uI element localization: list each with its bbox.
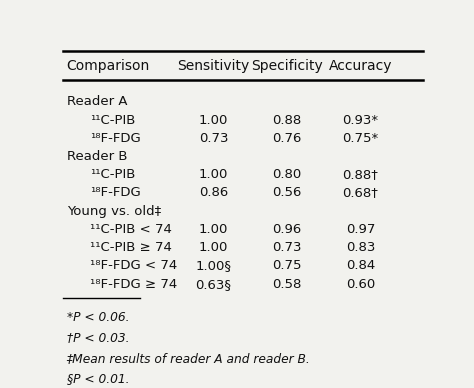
Text: 1.00: 1.00: [199, 168, 228, 181]
Text: 0.56: 0.56: [273, 187, 301, 199]
Text: 0.86: 0.86: [199, 187, 228, 199]
Text: 0.58: 0.58: [273, 277, 301, 291]
Text: Reader A: Reader A: [66, 95, 127, 108]
Text: 0.97: 0.97: [346, 223, 375, 236]
Text: ‡Mean results of reader A and reader B.: ‡Mean results of reader A and reader B.: [66, 352, 310, 365]
Text: ¹⁸F-FDG: ¹⁸F-FDG: [91, 187, 141, 199]
Text: 0.96: 0.96: [273, 223, 301, 236]
Text: 0.88: 0.88: [273, 114, 301, 126]
Text: *P < 0.06.: *P < 0.06.: [66, 311, 129, 324]
Text: Reader B: Reader B: [66, 150, 127, 163]
Text: 1.00: 1.00: [199, 241, 228, 254]
Text: 1.00: 1.00: [199, 223, 228, 236]
Text: †P < 0.03.: †P < 0.03.: [66, 331, 129, 345]
Text: Specificity: Specificity: [251, 59, 323, 73]
Text: §P < 0.01.: §P < 0.01.: [66, 372, 129, 385]
Text: 0.73: 0.73: [199, 132, 228, 145]
Text: 0.73: 0.73: [272, 241, 302, 254]
Text: ¹⁸F-FDG < 74: ¹⁸F-FDG < 74: [91, 259, 178, 272]
Text: 0.75: 0.75: [272, 259, 302, 272]
Text: ¹⁸F-FDG ≥ 74: ¹⁸F-FDG ≥ 74: [91, 277, 178, 291]
Text: ¹¹C-PIB: ¹¹C-PIB: [91, 114, 136, 126]
Text: 0.68†: 0.68†: [343, 187, 378, 199]
Text: 1.00§: 1.00§: [196, 259, 231, 272]
Text: ¹⁸F-FDG: ¹⁸F-FDG: [91, 132, 141, 145]
Text: 1.00: 1.00: [199, 114, 228, 126]
Text: 0.76: 0.76: [273, 132, 301, 145]
Text: Sensitivity: Sensitivity: [177, 59, 250, 73]
Text: 0.84: 0.84: [346, 259, 375, 272]
Text: 0.75*: 0.75*: [342, 132, 379, 145]
Text: 0.93*: 0.93*: [342, 114, 379, 126]
Text: 0.88†: 0.88†: [343, 168, 378, 181]
Text: ¹¹C-PIB: ¹¹C-PIB: [91, 168, 136, 181]
Text: Young vs. old‡: Young vs. old‡: [66, 205, 161, 218]
Text: ¹¹C-PIB ≥ 74: ¹¹C-PIB ≥ 74: [91, 241, 173, 254]
Text: Accuracy: Accuracy: [329, 59, 392, 73]
Text: 0.63§: 0.63§: [196, 277, 231, 291]
Text: Comparison: Comparison: [66, 59, 150, 73]
Text: 0.60: 0.60: [346, 277, 375, 291]
Text: 0.80: 0.80: [273, 168, 301, 181]
Text: ¹¹C-PIB < 74: ¹¹C-PIB < 74: [91, 223, 173, 236]
Text: 0.83: 0.83: [346, 241, 375, 254]
